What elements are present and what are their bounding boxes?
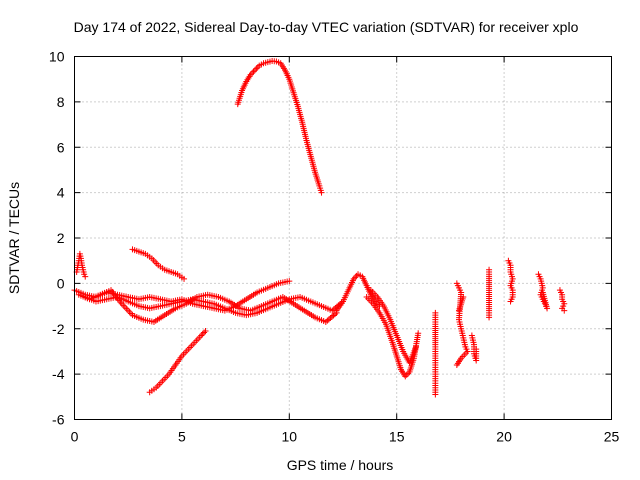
data-point <box>251 67 258 74</box>
data-point <box>181 275 188 282</box>
data-point <box>201 329 208 336</box>
grid-lines <box>74 56 612 420</box>
y-tick-label: 6 <box>57 139 65 155</box>
data-point <box>250 68 257 75</box>
data-point <box>253 65 260 72</box>
x-tick-label: 10 <box>282 429 298 445</box>
data-point <box>415 330 422 337</box>
data-point <box>254 64 261 71</box>
data-point <box>202 328 209 335</box>
y-tick-label: 8 <box>57 94 65 110</box>
x-tick-label: 15 <box>389 429 405 445</box>
data-point <box>318 189 325 196</box>
data-point <box>539 289 546 296</box>
plot-frame <box>74 56 612 420</box>
x-tick-label: 25 <box>604 429 620 445</box>
chart-title: Day 174 of 2022, Sidereal Day-to-day VTE… <box>74 19 579 35</box>
data-point <box>507 298 514 305</box>
x-axis-label: GPS time / hours <box>287 457 394 473</box>
x-tick-label: 0 <box>71 429 79 445</box>
x-tick-label: 5 <box>178 429 186 445</box>
x-tick-label: 20 <box>496 429 512 445</box>
y-tick-label: -4 <box>52 366 65 382</box>
data-point <box>286 278 293 285</box>
data-point <box>432 391 439 398</box>
data-point <box>413 343 420 350</box>
data-point <box>460 293 467 300</box>
y-tick-label: 10 <box>49 49 65 65</box>
data-point <box>561 307 568 314</box>
x-tick-labels: 0 5 10 15 20 25 <box>71 429 620 445</box>
y-tick-label: -2 <box>52 321 65 337</box>
data-point <box>486 314 493 321</box>
y-axis-label: SDTVAR / TECUs <box>6 182 22 294</box>
y-tick-label: 4 <box>57 185 65 201</box>
y-tick-label: 0 <box>57 275 65 291</box>
data-point <box>453 362 460 369</box>
data-point <box>199 331 206 338</box>
data-point <box>82 273 89 280</box>
y-tick-labels: -6 -4 -2 0 2 4 6 8 10 <box>49 49 65 428</box>
data-point <box>473 346 480 353</box>
data-points <box>71 58 568 398</box>
y-tick-label: 2 <box>57 230 65 246</box>
y-tick-label: -6 <box>52 412 65 428</box>
